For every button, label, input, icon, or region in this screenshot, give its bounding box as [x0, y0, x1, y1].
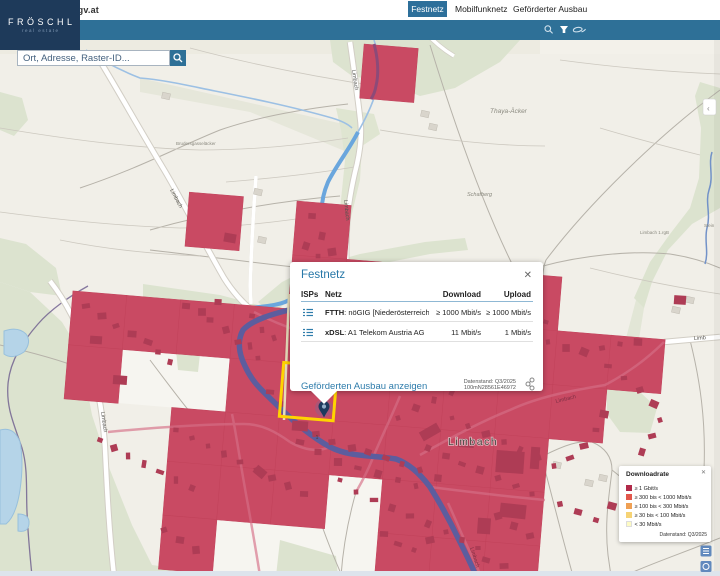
- svg-text:Limbach: Limbach: [350, 69, 359, 90]
- svg-text:‹: ‹: [707, 104, 710, 113]
- svg-text:Thaya-Äcker: Thaya-Äcker: [490, 107, 528, 115]
- svg-text:1: 1: [316, 435, 319, 441]
- svg-text:Limb: Limb: [694, 335, 706, 342]
- svg-text:Limbach: Limbach: [342, 200, 350, 221]
- svg-text:Schafberg: Schafberg: [467, 192, 493, 198]
- svg-text:Limbach: Limbach: [99, 411, 108, 432]
- svg-text:Limbach 1.rgB: Limbach 1.rgB: [640, 230, 669, 235]
- svg-text:Limbach: Limbach: [555, 394, 577, 405]
- svg-text:Limbach: Limbach: [448, 436, 498, 448]
- svg-text:Stein: Stein: [704, 223, 715, 228]
- svg-text:Brudersgasseläcker: Brudersgasseläcker: [176, 141, 216, 146]
